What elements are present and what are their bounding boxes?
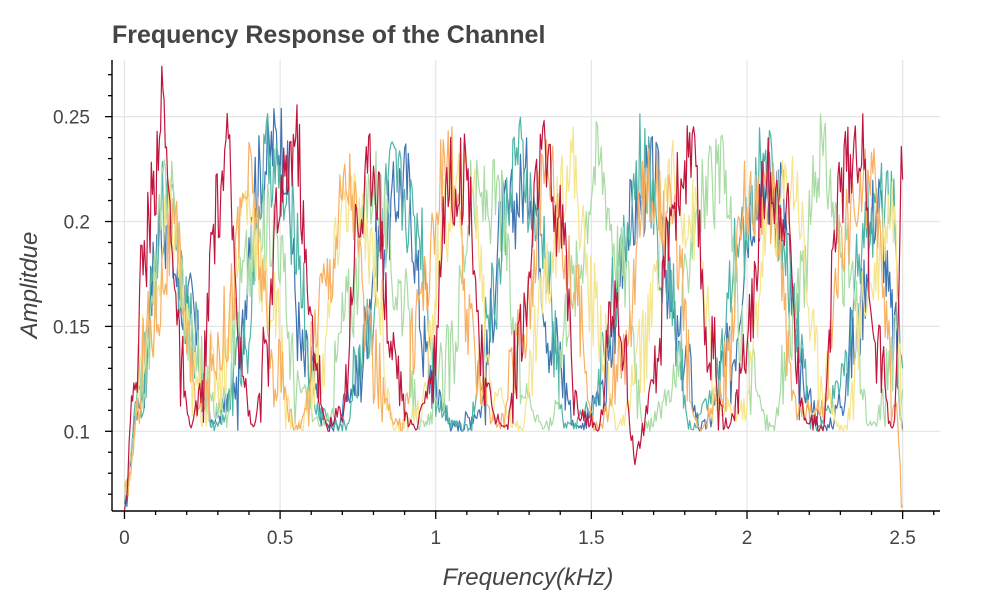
y-tick-label: 0.15	[53, 317, 90, 338]
x-tick-label: 0	[119, 528, 130, 549]
y-tick-label: 0.2	[64, 213, 90, 234]
series-crimson-line	[123, 65, 904, 512]
chart-title: Frequency Response of the Channel	[112, 21, 545, 49]
y-tick-label: 0.1	[64, 422, 90, 443]
axes	[111, 60, 940, 512]
x-tick-label: 0.5	[267, 528, 293, 549]
x-tick-label: 2	[742, 528, 753, 549]
x-tick-label: 2.5	[889, 528, 915, 549]
x-tick-label: 1	[430, 528, 441, 549]
series-layer	[123, 65, 904, 512]
series-orange-line	[123, 126, 904, 509]
x-tick-label: 1.5	[578, 528, 604, 549]
y-tick-label: 0.25	[53, 108, 90, 129]
x-axis-label: Frequency(kHz)	[443, 564, 614, 591]
ticks: 0 0.5 1 1.5 2 2.5 0.1 0.15 0.2 0.25	[53, 74, 935, 549]
y-axis-label: Amplitdue	[16, 232, 43, 341]
